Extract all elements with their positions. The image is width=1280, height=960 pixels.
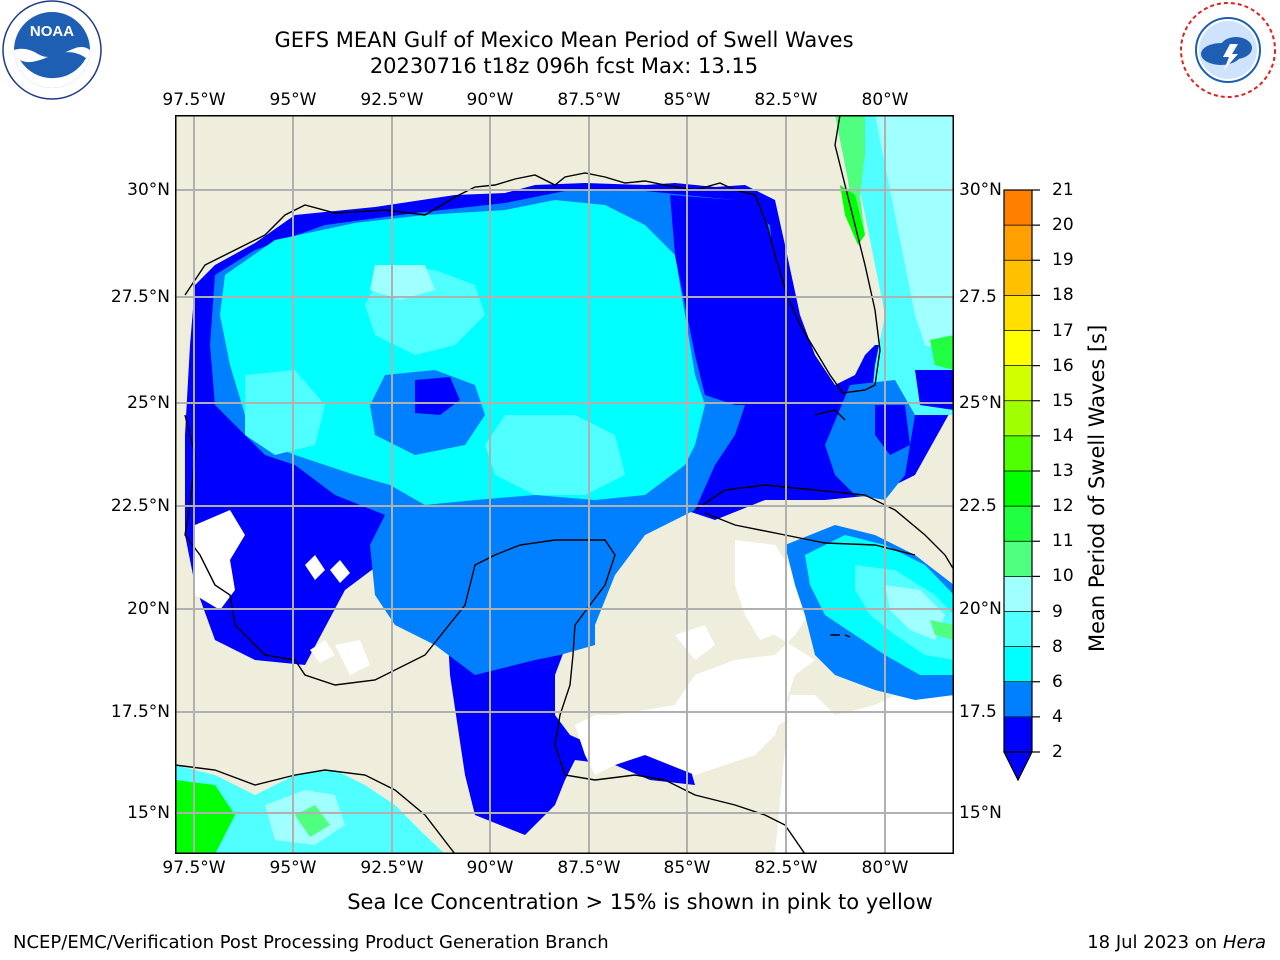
map-panel bbox=[175, 115, 954, 854]
colorbar-tick-label: 6 bbox=[1052, 671, 1063, 692]
colorbar-tick-label: 14 bbox=[1052, 425, 1074, 446]
colorbar-tick-label: 4 bbox=[1052, 706, 1063, 727]
lon-label-bottom: 85°W bbox=[663, 858, 711, 878]
colorbar-tick-label: 13 bbox=[1052, 461, 1074, 481]
lon-label-bottom: 90°W bbox=[466, 858, 514, 878]
lat-label-left: 27.5°N bbox=[110, 287, 170, 307]
colorbar-band bbox=[1004, 471, 1032, 507]
nws-logo bbox=[1180, 2, 1276, 98]
colorbar-tick-label: 12 bbox=[1052, 496, 1074, 517]
lon-label-bottom: 95°W bbox=[269, 858, 317, 878]
colorbar-band bbox=[1004, 400, 1032, 437]
colorbar-band bbox=[1004, 365, 1032, 402]
lat-label-left: 25°N bbox=[127, 393, 170, 413]
colorbar-tick-label: 15 bbox=[1052, 390, 1074, 411]
lat-label-right: 20°N bbox=[959, 599, 1002, 619]
lon-label-bottom: 82.5°W bbox=[754, 858, 818, 878]
lat-label-right: 30°N bbox=[959, 180, 1002, 200]
lat-label-left: 20°N bbox=[127, 599, 170, 619]
page-title: GEFS MEAN Gulf of Mexico Mean Period of … bbox=[274, 28, 854, 52]
lat-label-right: 25°N bbox=[959, 393, 1002, 413]
lat-label-right: 22.5 bbox=[959, 496, 997, 516]
colorbar-band bbox=[1004, 435, 1032, 472]
lat-label-left: 22.5°N bbox=[110, 496, 170, 516]
colorbar-tick-label: 20 bbox=[1052, 215, 1074, 236]
colorbar-band bbox=[1004, 506, 1032, 542]
lat-label-left: 30°N bbox=[127, 180, 170, 200]
colorbar-band bbox=[1004, 716, 1032, 753]
forecast-subtitle: 20230716 t18z 096h fcst Max: 13.15 bbox=[369, 54, 759, 78]
colorbar-band bbox=[1004, 576, 1032, 612]
noaa-logo-text: NOAA bbox=[30, 23, 74, 40]
colorbar-extend-arrow bbox=[1003, 751, 1033, 782]
lon-label-bottom: 92.5°W bbox=[360, 858, 424, 878]
colorbar-band bbox=[1004, 260, 1032, 296]
gulf-swell-field bbox=[175, 115, 954, 854]
colorbar-tick-label: 21 bbox=[1052, 180, 1074, 200]
colorbar-title: Mean Period of Swell Waves [s] bbox=[1085, 324, 1109, 652]
footer-host: Hera bbox=[1222, 932, 1266, 953]
lon-label-top: 97.5°W bbox=[162, 90, 226, 110]
coastline bbox=[175, 115, 954, 854]
lon-label-bottom: 97.5°W bbox=[162, 858, 226, 878]
colorbar-band bbox=[1004, 225, 1032, 261]
lat-label-right: 17.5 bbox=[959, 702, 997, 722]
colorbar-tick-label: 16 bbox=[1052, 355, 1074, 376]
lon-label-bottom: 80°W bbox=[861, 858, 909, 878]
lon-label-top: 87.5°W bbox=[557, 90, 621, 110]
lat-label-right: 27.5 bbox=[959, 287, 997, 307]
lon-label-top: 95°W bbox=[269, 90, 317, 110]
colorbar-tick-label: 18 bbox=[1052, 285, 1074, 306]
colorbar-tick-label: 10 bbox=[1052, 566, 1074, 587]
lon-label-top: 92.5°W bbox=[360, 90, 424, 110]
lat-label-left: 15°N bbox=[127, 803, 170, 823]
colorbar bbox=[1003, 189, 1040, 782]
colorbar-tick-label: 9 bbox=[1052, 601, 1063, 622]
colorbar-band bbox=[1004, 295, 1032, 331]
lon-label-top: 82.5°W bbox=[754, 90, 818, 110]
lat-label-left: 17.5°N bbox=[110, 702, 170, 722]
colorbar-band bbox=[1004, 646, 1032, 683]
footer-credit: NCEP/EMC/Verification Post Processing Pr… bbox=[13, 932, 609, 953]
colorbar-band bbox=[1004, 611, 1032, 648]
noaa-logo: NOAA bbox=[2, 0, 102, 100]
colorbar-tick-label: 17 bbox=[1052, 320, 1074, 341]
lon-label-top: 80°W bbox=[861, 90, 909, 110]
colorbar-tick-label: 19 bbox=[1052, 250, 1074, 271]
sea-ice-note: Sea Ice Concentration > 15% is shown in … bbox=[347, 890, 933, 914]
lon-label-top: 90°W bbox=[466, 90, 514, 110]
lat-label-right: 15°N bbox=[959, 803, 1002, 823]
lon-label-bottom: 87.5°W bbox=[557, 858, 621, 878]
graticule bbox=[175, 115, 954, 854]
footer-date: 18 Jul 2023 on Hera bbox=[1087, 932, 1266, 953]
colorbar-tick-label: 2 bbox=[1052, 742, 1063, 762]
colorbar-band bbox=[1004, 681, 1032, 718]
colorbar-tick-label: 11 bbox=[1052, 531, 1074, 552]
colorbar-band bbox=[1004, 190, 1032, 226]
lon-label-top: 85°W bbox=[663, 90, 711, 110]
colorbar-band bbox=[1004, 330, 1032, 367]
footer-date-text: 18 Jul 2023 on bbox=[1087, 932, 1223, 953]
map-frame bbox=[175, 115, 954, 854]
colorbar-band bbox=[1004, 541, 1032, 577]
colorbar-tick-label: 8 bbox=[1052, 636, 1063, 657]
